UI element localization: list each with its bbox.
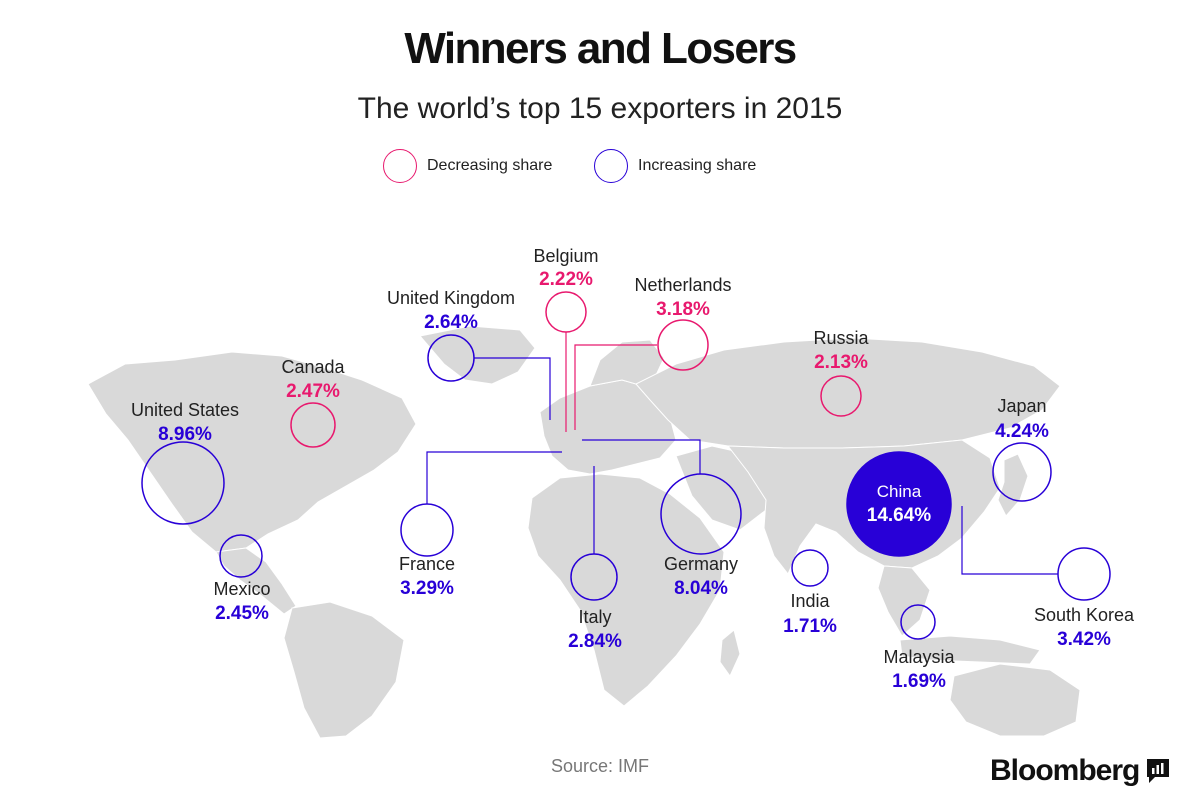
country-labels: Belgium 2.22% Netherlands 3.18% United K… <box>131 246 1135 692</box>
leader-line-netherlands <box>574 344 657 430</box>
land-madagascar <box>719 629 741 677</box>
label-value-belgium: 2.22% <box>539 269 593 290</box>
land-indonesia <box>899 635 1041 665</box>
label-name-canada: Canada <box>281 357 345 377</box>
label-value-malaysia: 1.69% <box>892 671 946 692</box>
label-name-india: India <box>790 591 830 611</box>
label-value-united-kingdom: 2.64% <box>424 312 478 333</box>
bubbles <box>141 291 1111 640</box>
leader-line-france <box>426 451 562 504</box>
land-south-america <box>283 601 405 739</box>
land-central-america <box>215 547 297 615</box>
label-value-china: 14.64% <box>867 505 932 526</box>
label-value-netherlands: 3.18% <box>656 299 710 320</box>
label-name-netherlands: Netherlands <box>634 275 731 295</box>
legend-item-decreasing: Decreasing share <box>383 146 552 186</box>
bubble-russia <box>820 375 862 417</box>
legend-label-decreasing: Decreasing share <box>427 157 553 174</box>
label-name-malaysia: Malaysia <box>883 647 955 667</box>
label-name-belgium: Belgium <box>533 246 598 266</box>
land-north-america <box>87 351 417 553</box>
source-note: Source: IMF <box>550 756 650 776</box>
leader-line-uk <box>474 357 551 420</box>
label-name-mexico: Mexico <box>213 579 270 599</box>
bubble-united-states <box>141 441 225 525</box>
bubble-france <box>400 503 454 557</box>
brand-name: Bloomberg <box>990 754 1140 787</box>
bubble-south-korea <box>1057 547 1111 601</box>
label-value-japan: 4.24% <box>995 421 1049 442</box>
label-value-france: 3.29% <box>400 578 454 599</box>
bubble-mexico <box>219 534 263 578</box>
label-value-mexico: 2.45% <box>215 603 269 624</box>
label-name-russia: Russia <box>813 328 869 348</box>
label-name-united-states: United States <box>131 400 239 420</box>
legend-swatch-increasing <box>594 149 628 183</box>
chart-title: Winners and Losers <box>404 24 797 73</box>
label-name-france: France <box>399 554 455 574</box>
bubble-japan <box>992 442 1052 502</box>
label-value-south-korea: 3.42% <box>1057 629 1111 650</box>
label-name-china: China <box>877 482 922 501</box>
label-value-india: 1.71% <box>783 616 837 637</box>
land-masses <box>87 325 1081 739</box>
brand-logo: Bloomberg <box>990 754 1171 788</box>
label-name-south-korea: South Korea <box>1034 605 1135 625</box>
leader-line-south-korea <box>961 506 1058 575</box>
leader-line-germany <box>582 439 701 474</box>
legend-item-increasing: Increasing share <box>594 146 756 186</box>
bubble-canada <box>290 402 336 448</box>
land-scandinavia <box>589 339 665 389</box>
label-name-italy: Italy <box>578 607 611 627</box>
bubble-united-kingdom <box>427 334 475 382</box>
legend: Decreasing share Increasing share <box>0 146 1200 186</box>
legend-label-increasing: Increasing share <box>638 157 757 174</box>
land-australia <box>949 663 1081 737</box>
bloomberg-terminal-icon <box>1147 759 1170 783</box>
chart-subtitle: The world’s top 15 exporters in 2015 <box>357 92 843 125</box>
label-value-canada: 2.47% <box>286 381 340 402</box>
land-southeast-asia <box>877 565 931 637</box>
label-name-japan: Japan <box>997 396 1046 416</box>
bubble-italy <box>570 553 618 601</box>
bubble-netherlands <box>657 319 709 371</box>
land-japan <box>997 453 1029 517</box>
label-value-united-states: 8.96% <box>158 424 212 445</box>
label-name-germany: Germany <box>664 554 738 574</box>
leader-lines <box>426 332 1058 575</box>
bubble-china <box>846 451 952 557</box>
land-russia <box>635 337 1061 449</box>
bubble-belgium <box>545 291 587 333</box>
land-greenland <box>419 325 536 385</box>
label-value-germany: 8.04% <box>674 578 728 599</box>
label-value-italy: 2.84% <box>568 631 622 652</box>
bubble-germany <box>660 473 742 555</box>
bubble-india <box>791 549 829 587</box>
land-africa <box>527 473 725 707</box>
bubble-malaysia <box>900 604 936 640</box>
label-value-russia: 2.13% <box>814 352 868 373</box>
legend-swatch-decreasing <box>383 149 417 183</box>
label-name-united-kingdom: United Kingdom <box>387 288 515 308</box>
